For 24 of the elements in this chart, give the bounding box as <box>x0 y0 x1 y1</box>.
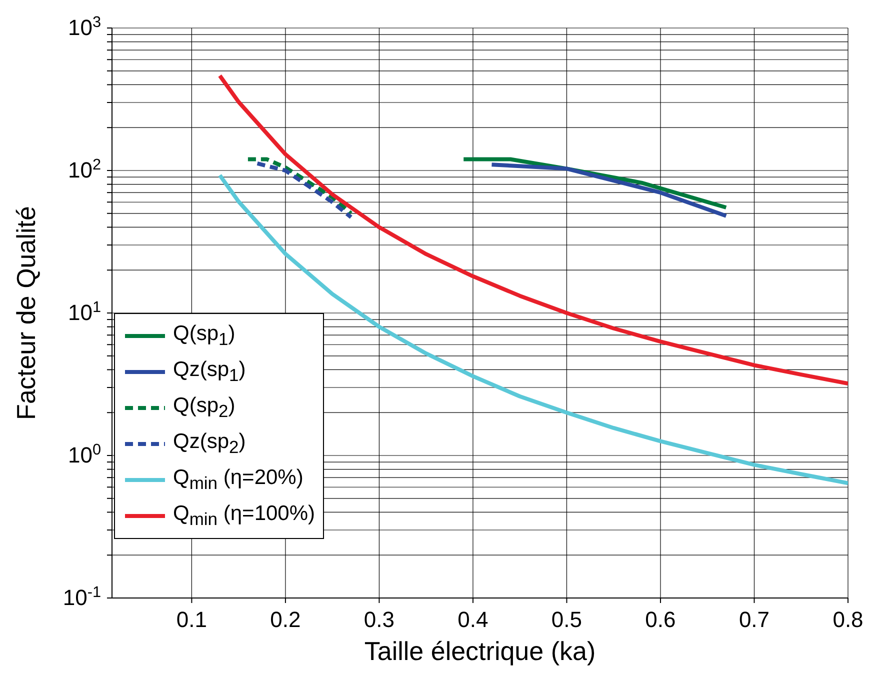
y-tick-label: 10$^{-1}$ <box>62 584 101 610</box>
legend-label: Q$_{min}$ (η=100%) <box>173 502 316 530</box>
x-tick-label: 0.6 <box>645 607 676 632</box>
legend-label: Qz(sp$_{1}$) <box>173 358 246 386</box>
x-tick-label: 0.8 <box>832 607 864 632</box>
x-tick-label: 0.2 <box>270 607 301 632</box>
y-tick-label: 10$^{2}$ <box>68 156 101 182</box>
legend-label: Q(sp$_{1}$) <box>173 322 236 350</box>
x-tick-label: 0.4 <box>458 607 488 632</box>
x-tick-label: 0.1 <box>176 607 207 632</box>
x-axis-title: Taille électrique (ka) <box>364 636 596 666</box>
legend-label: Q(sp$_{2}$) <box>173 394 236 422</box>
x-tick-label: 0.7 <box>738 607 770 632</box>
y-tick-label: 10$^{3}$ <box>68 14 101 40</box>
y-axis-title: Facteur de Qualité <box>11 206 42 420</box>
y-tick-label: 10$^{0}$ <box>68 441 101 468</box>
line-series <box>490 162 728 218</box>
legend-label: Q$_{min}$ (η=20%) <box>173 466 304 494</box>
x-tick-label: 0.5 <box>551 607 582 632</box>
legend-label: Qz(sp$_{2}$) <box>173 430 246 458</box>
line-series <box>255 161 354 220</box>
line-series <box>246 157 354 216</box>
x-tick-label: 0.3 <box>364 607 395 632</box>
y-tick-label: 10$^{1}$ <box>68 298 101 325</box>
